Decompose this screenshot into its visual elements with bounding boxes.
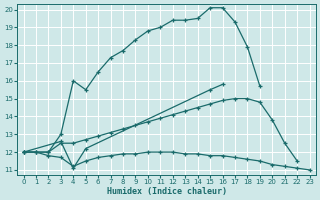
X-axis label: Humidex (Indice chaleur): Humidex (Indice chaleur) — [107, 187, 227, 196]
